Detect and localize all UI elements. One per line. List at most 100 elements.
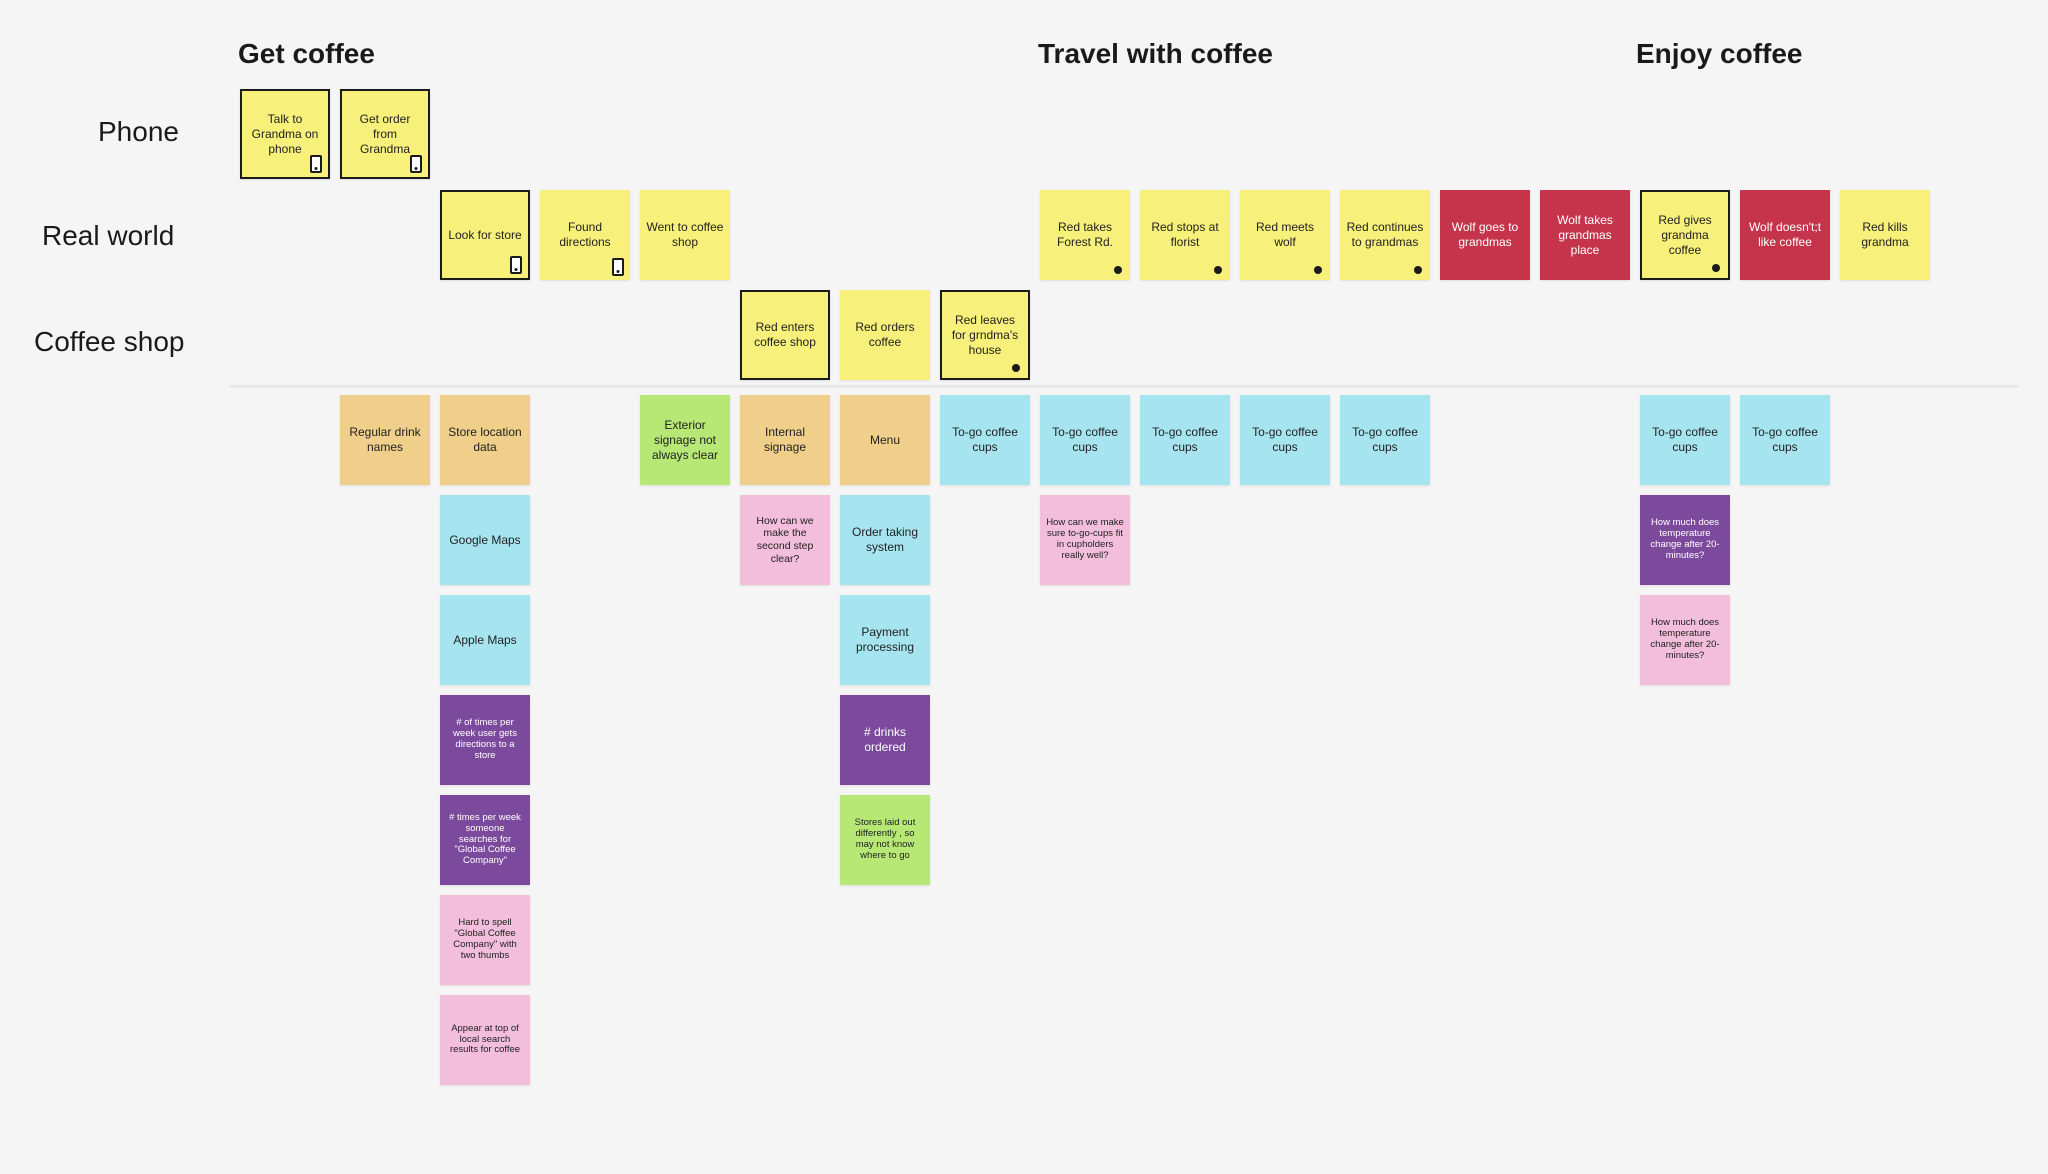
sticky-note-togo-7[interactable]: To-go coffee cups — [1740, 395, 1830, 485]
note-text: To-go coffee cups — [1646, 425, 1724, 455]
section-header-get-coffee: Get coffee — [238, 38, 375, 70]
note-text: How much does temperature change after 2… — [1646, 518, 1724, 562]
row-label-real-world: Real world — [42, 220, 174, 252]
sticky-note-red-kills[interactable]: Red kills grandma — [1840, 190, 1930, 280]
note-text: Red stops at florist — [1146, 220, 1224, 250]
note-text: # times per week someone searches for "G… — [446, 813, 524, 868]
note-text: Red kills grandma — [1846, 220, 1924, 250]
note-text: How can we make the second step clear? — [746, 515, 824, 565]
sticky-note-togo-1[interactable]: To-go coffee cups — [940, 395, 1030, 485]
sticky-note-drinks-ordered[interactable]: # drinks ordered — [840, 695, 930, 785]
section-header-enjoy-coffee: Enjoy coffee — [1636, 38, 1802, 70]
note-text: Red continues to grandmas — [1346, 220, 1424, 250]
row-label-coffee-shop: Coffee shop — [34, 326, 185, 358]
note-text: Hard to spell "Global Coffee Company" wi… — [446, 918, 524, 962]
sticky-note-togo-2[interactable]: To-go coffee cups — [1040, 395, 1130, 485]
note-text: Red enters coffee shop — [748, 320, 822, 350]
dot-icon — [1712, 264, 1720, 272]
note-text: Found directions — [546, 220, 624, 250]
sticky-note-payment[interactable]: Payment processing — [840, 595, 930, 685]
dot-icon — [1214, 266, 1222, 274]
sticky-note-exterior-signage[interactable]: Exterior signage not always clear — [640, 395, 730, 485]
sticky-note-google-maps[interactable]: Google Maps — [440, 495, 530, 585]
sticky-note-temp-change-2[interactable]: How much does temperature change after 2… — [1640, 595, 1730, 685]
note-text: Wolf goes to grandmas — [1446, 220, 1524, 250]
note-text: Internal signage — [746, 425, 824, 455]
phone-icon — [612, 258, 624, 276]
sticky-note-stores-layout[interactable]: Stores laid out differently , so may not… — [840, 795, 930, 885]
note-text: Went to coffee shop — [646, 220, 724, 250]
note-text: # of times per week user gets directions… — [446, 718, 524, 762]
note-text: To-go coffee cups — [1146, 425, 1224, 455]
dot-icon — [1314, 266, 1322, 274]
sticky-note-togo-5[interactable]: To-go coffee cups — [1340, 395, 1430, 485]
sticky-note-temp-change-1[interactable]: How much does temperature change after 2… — [1640, 495, 1730, 585]
note-text: Store location data — [446, 425, 524, 455]
note-text: Red orders coffee — [846, 320, 924, 350]
note-text: Google Maps — [449, 533, 520, 548]
sticky-note-red-florist[interactable]: Red stops at florist — [1140, 190, 1230, 280]
sticky-note-times-search[interactable]: # times per week someone searches for "G… — [440, 795, 530, 885]
sticky-note-red-orders[interactable]: Red orders coffee — [840, 290, 930, 380]
note-text: Order taking system — [846, 525, 924, 555]
sticky-note-red-gives-coffee[interactable]: Red gives grandma coffee — [1640, 190, 1730, 280]
note-text: Regular drink names — [346, 425, 424, 455]
sticky-note-times-directions[interactable]: # of times per week user gets directions… — [440, 695, 530, 785]
note-text: To-go coffee cups — [1246, 425, 1324, 455]
sticky-note-red-leaves[interactable]: Red leaves for grndma's house — [940, 290, 1030, 380]
sticky-note-found-directions[interactable]: Found directions — [540, 190, 630, 280]
note-text: Exterior signage not always clear — [646, 418, 724, 463]
sticky-note-wolf-goes[interactable]: Wolf goes to grandmas — [1440, 190, 1530, 280]
note-text: Menu — [870, 433, 900, 448]
row-label-phone: Phone — [98, 116, 179, 148]
note-text: To-go coffee cups — [946, 425, 1024, 455]
note-text: # drinks ordered — [846, 725, 924, 755]
note-text: Red meets wolf — [1246, 220, 1324, 250]
sticky-note-went-shop[interactable]: Went to coffee shop — [640, 190, 730, 280]
sticky-note-wolf-takes[interactable]: Wolf takes grandmas place — [1540, 190, 1630, 280]
phone-icon — [310, 155, 322, 173]
sticky-note-apple-maps[interactable]: Apple Maps — [440, 595, 530, 685]
sticky-note-talk-grandma[interactable]: Talk to Grandma on phone — [240, 89, 330, 179]
sticky-note-red-continues[interactable]: Red continues to grandmas — [1340, 190, 1430, 280]
note-text: Red gives grandma coffee — [1648, 213, 1722, 258]
note-text: Wolf doesn't;t like coffee — [1746, 220, 1824, 250]
sticky-note-internal-signage[interactable]: Internal signage — [740, 395, 830, 485]
note-text: To-go coffee cups — [1346, 425, 1424, 455]
note-text: Look for store — [448, 228, 521, 243]
sticky-note-hard-spell[interactable]: Hard to spell "Global Coffee Company" wi… — [440, 895, 530, 985]
dot-icon — [1012, 364, 1020, 372]
sticky-note-cupholders[interactable]: How can we make sure to-go-cups fit in c… — [1040, 495, 1130, 585]
story-map-canvas: Get coffee Travel with coffee Enjoy coffee… — [0, 0, 2048, 1174]
sticky-note-togo-3[interactable]: To-go coffee cups — [1140, 395, 1230, 485]
sticky-note-regular-drink[interactable]: Regular drink names — [340, 395, 430, 485]
section-header-travel-with-coffee: Travel with coffee — [1038, 38, 1273, 70]
sticky-note-red-enters[interactable]: Red enters coffee shop — [740, 290, 830, 380]
sticky-note-togo-6[interactable]: To-go coffee cups — [1640, 395, 1730, 485]
note-text: Stores laid out differently , so may not… — [846, 818, 924, 862]
note-text: Red takes Forest Rd. — [1046, 220, 1124, 250]
sticky-note-order-system[interactable]: Order taking system — [840, 495, 930, 585]
sticky-note-second-step[interactable]: How can we make the second step clear? — [740, 495, 830, 585]
note-text: To-go coffee cups — [1746, 425, 1824, 455]
sticky-note-wolf-no-like[interactable]: Wolf doesn't;t like coffee — [1740, 190, 1830, 280]
note-text: How can we make sure to-go-cups fit in c… — [1046, 518, 1124, 562]
note-text: To-go coffee cups — [1046, 425, 1124, 455]
sticky-note-appear-top[interactable]: Appear at top of local search results fo… — [440, 995, 530, 1085]
sticky-note-get-order[interactable]: Get order from Grandma — [340, 89, 430, 179]
note-text: Apple Maps — [453, 633, 516, 648]
sticky-note-red-meets-wolf[interactable]: Red meets wolf — [1240, 190, 1330, 280]
sticky-note-look-store[interactable]: Look for store — [440, 190, 530, 280]
sticky-note-menu[interactable]: Menu — [840, 395, 930, 485]
sticky-note-store-location[interactable]: Store location data — [440, 395, 530, 485]
note-text: Wolf takes grandmas place — [1546, 213, 1624, 258]
dot-icon — [1114, 266, 1122, 274]
note-text: How much does temperature change after 2… — [1646, 618, 1724, 662]
note-text: Talk to Grandma on phone — [248, 112, 322, 157]
sticky-note-red-forest[interactable]: Red takes Forest Rd. — [1040, 190, 1130, 280]
divider-line — [230, 385, 2018, 388]
note-text: Appear at top of local search results fo… — [446, 1024, 524, 1057]
dot-icon — [1414, 266, 1422, 274]
note-text: Payment processing — [846, 625, 924, 655]
sticky-note-togo-4[interactable]: To-go coffee cups — [1240, 395, 1330, 485]
